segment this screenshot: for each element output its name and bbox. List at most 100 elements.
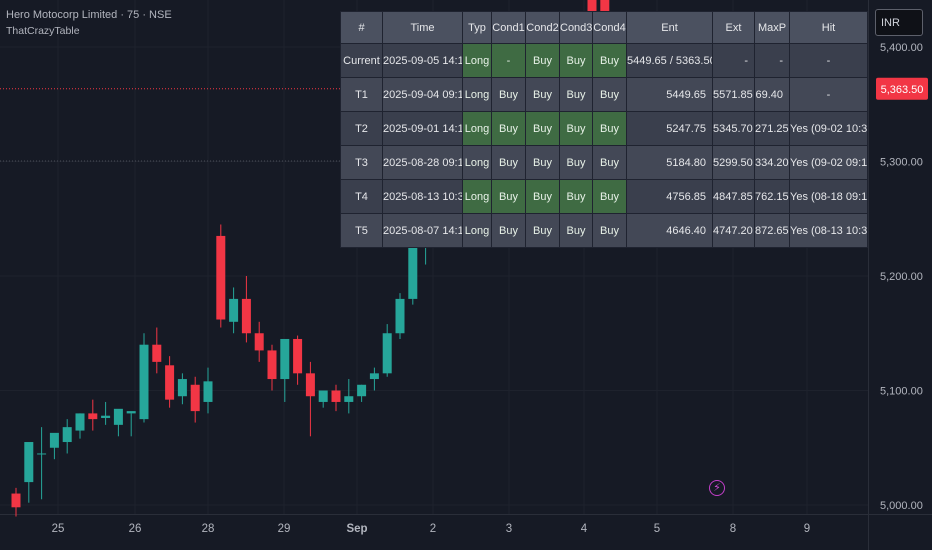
table-cell: T2 xyxy=(340,111,383,146)
candle-body[interactable] xyxy=(369,373,379,380)
lightning-bolt-icon[interactable]: ⚡ xyxy=(709,480,725,496)
table-cell: Long xyxy=(462,213,492,248)
table-row: T4 2025-08-13 10:30 Long Buy Buy Buy Buy 4756.8… xyxy=(340,179,868,214)
candle-body[interactable] xyxy=(165,365,175,400)
table-row: Current 2025-09-05 14:15 Long - Buy Buy Buy 544… xyxy=(340,43,868,78)
table-cell: Yes (08-13 10:30) xyxy=(789,213,868,248)
symbol-title: Hero Motocorp Limited · 75 · NSE xyxy=(6,9,172,21)
table-cell: Buy xyxy=(592,179,627,214)
price-tick-label: 5,200.00 xyxy=(880,271,923,283)
trade-signal-table: # Time Typ Cond1 Cond2 Cond3 Cond4 Ent Ext MaxP Hi… xyxy=(340,11,868,248)
indicator-name[interactable]: ThatCrazyTable xyxy=(6,25,80,37)
time-tick-label: 9 xyxy=(804,523,810,535)
table-cell: T1 xyxy=(340,77,383,112)
candle-body[interactable] xyxy=(62,427,72,443)
currency-selector[interactable]: INR xyxy=(875,9,923,36)
candle-body[interactable] xyxy=(280,338,290,380)
column-header: Hit xyxy=(789,11,868,44)
time-tick-label: 28 xyxy=(202,523,215,535)
candle-body[interactable] xyxy=(382,333,392,374)
candle-body[interactable] xyxy=(88,413,98,420)
table-cell: - xyxy=(712,43,755,78)
candle-body[interactable] xyxy=(344,396,354,402)
table-cell: 5449.65 xyxy=(626,77,713,112)
candle-body[interactable] xyxy=(254,333,264,351)
candle-body[interactable] xyxy=(203,381,213,402)
table-cell: Buy xyxy=(525,77,560,112)
table-cell: 5571.85 xyxy=(712,77,755,112)
table-cell: Buy xyxy=(525,213,560,248)
candle-body[interactable] xyxy=(49,432,59,448)
candle-body[interactable] xyxy=(241,298,251,334)
candle-body[interactable] xyxy=(75,413,85,431)
table-row: T1 2025-09-04 09:15 Long Buy Buy Buy Buy 5449.6… xyxy=(340,77,868,112)
column-header: Cond4 xyxy=(592,11,627,44)
table-cell: Buy xyxy=(559,111,593,146)
candle-body[interactable] xyxy=(177,379,187,397)
candle-body[interactable] xyxy=(267,350,277,380)
table-row: T5 2025-08-07 14:15 Long Buy Buy Buy Buy 4646.4… xyxy=(340,213,868,248)
table-cell: - xyxy=(789,77,868,112)
price-tick-label: 5,100.00 xyxy=(880,386,923,398)
column-header: Time xyxy=(382,11,463,44)
candle-body[interactable] xyxy=(305,373,315,397)
candle-body[interactable] xyxy=(331,390,341,402)
time-tick-label: 3 xyxy=(506,523,512,535)
candle-body[interactable] xyxy=(395,298,405,334)
column-header: Cond3 xyxy=(559,11,593,44)
column-header: Cond2 xyxy=(525,11,560,44)
candle-body[interactable] xyxy=(293,338,303,374)
price-tick-label: 5,300.00 xyxy=(880,157,923,169)
table-cell: Yes (08-18 09:15) xyxy=(789,179,868,214)
table-cell: Long xyxy=(462,179,492,214)
column-header: Ext xyxy=(712,11,755,44)
table-cell: 271.25 xyxy=(754,111,790,146)
candle-body[interactable] xyxy=(11,493,21,508)
candle-body[interactable] xyxy=(357,384,367,397)
table-cell: 4847.85 xyxy=(712,179,755,214)
candle-body[interactable] xyxy=(139,344,149,420)
table-cell: T5 xyxy=(340,213,383,248)
price-tick-label: 5,400.00 xyxy=(880,42,923,54)
candle-body[interactable] xyxy=(408,230,418,299)
table-cell: 5299.50 xyxy=(712,145,755,180)
table-cell: 872.65 xyxy=(754,213,790,248)
candle-body[interactable] xyxy=(24,442,34,483)
table-cell: Buy xyxy=(525,179,560,214)
last-price-tag xyxy=(876,77,928,100)
candle-body[interactable] xyxy=(126,411,136,414)
table-cell: 69.40 xyxy=(754,77,790,112)
table-header-row: # Time Typ Cond1 Cond2 Cond3 Cond4 Ent Ext MaxP Hi… xyxy=(340,11,868,44)
table-cell: Buy xyxy=(592,77,627,112)
table-cell: 2025-08-28 09:15 xyxy=(382,145,463,180)
table-row: T2 2025-09-01 14:15 Long Buy Buy Buy Buy 5247.7… xyxy=(340,111,868,146)
table-cell: 762.15 xyxy=(754,179,790,214)
candle-body[interactable] xyxy=(152,344,162,362)
candle-body[interactable] xyxy=(190,384,200,412)
table-cell: Long xyxy=(462,77,492,112)
candle-body[interactable] xyxy=(101,415,111,418)
time-tick-label: 5 xyxy=(654,523,660,535)
candle-body[interactable] xyxy=(113,408,123,425)
last-price-label: 5,363.50 xyxy=(881,84,924,96)
table-cell: Buy xyxy=(559,145,593,180)
time-tick-label: 29 xyxy=(278,523,291,535)
table-cell: Buy xyxy=(592,43,627,78)
table-cell: Buy xyxy=(525,145,560,180)
candle-body[interactable] xyxy=(37,453,47,455)
table-cell: Buy xyxy=(491,213,526,248)
table-cell: Yes (09-02 09:15) xyxy=(789,145,868,180)
table-cell: 5184.80 xyxy=(626,145,713,180)
table-cell: Buy xyxy=(559,77,593,112)
price-tick-label: 5,000.00 xyxy=(880,500,923,512)
table-cell: Buy xyxy=(525,43,560,78)
candle-body[interactable] xyxy=(229,298,239,322)
table-cell: Buy xyxy=(491,179,526,214)
table-cell: Long xyxy=(462,145,492,180)
table-cell: Long xyxy=(462,43,492,78)
table-cell: T3 xyxy=(340,145,383,180)
candle-body[interactable] xyxy=(318,390,328,402)
table-cell: 5345.70 xyxy=(712,111,755,146)
table-cell: - xyxy=(789,43,868,78)
candle-body[interactable] xyxy=(216,235,226,320)
